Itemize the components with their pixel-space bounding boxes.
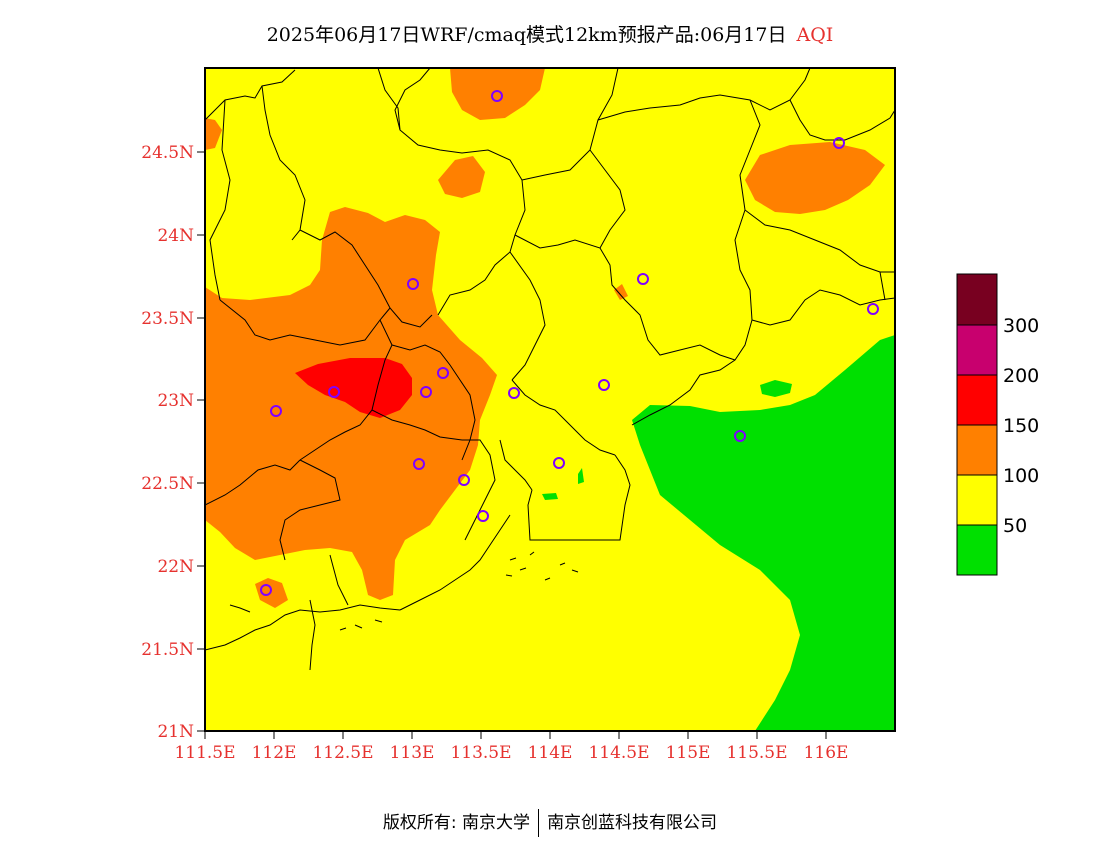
x-tick-label: 116E xyxy=(804,743,849,763)
station-marker[interactable] xyxy=(637,273,649,285)
x-tick-label: 113E xyxy=(390,743,435,763)
station-marker[interactable] xyxy=(270,405,282,417)
legend-label: 100 xyxy=(1003,465,1039,487)
x-tick-label: 112E xyxy=(252,743,297,763)
station-marker[interactable] xyxy=(260,584,272,596)
station-marker[interactable] xyxy=(867,303,879,315)
station-marker[interactable] xyxy=(458,474,470,486)
legend-swatch-150-200 xyxy=(956,374,998,426)
y-axis xyxy=(197,151,205,732)
legend-label: 50 xyxy=(1003,515,1027,537)
x-tick-label: 111.5E xyxy=(174,743,235,763)
station-marker[interactable] xyxy=(413,458,425,470)
legend-swatch-200-300 xyxy=(956,324,998,376)
y-tick-label: 23.5N xyxy=(141,309,194,329)
y-tick-label: 23N xyxy=(157,391,194,411)
sensitive-region-spot xyxy=(614,284,628,300)
station-marker[interactable] xyxy=(508,387,520,399)
y-tick-label: 21.5N xyxy=(141,640,194,660)
good-region-islet xyxy=(760,380,792,397)
legend-label: 300 xyxy=(1003,315,1039,337)
good-region-spot-2 xyxy=(578,468,584,484)
station-marker[interactable] xyxy=(437,367,449,379)
x-tick-label: 114E xyxy=(528,743,573,763)
station-marker[interactable] xyxy=(833,137,845,149)
sensitive-region-northeast xyxy=(745,142,885,214)
y-tick-label: 22.5N xyxy=(141,474,194,494)
station-marker[interactable] xyxy=(328,386,340,398)
station-marker[interactable] xyxy=(734,430,746,442)
copyright-footer: 版权所有: 南京大学 南京创蓝科技有限公司 xyxy=(0,808,1100,837)
footer-divider xyxy=(538,809,540,837)
legend-label: 150 xyxy=(1003,415,1039,437)
x-tick-label: 113.5E xyxy=(450,743,511,763)
legend-label: 200 xyxy=(1003,365,1039,387)
y-tick-label: 22N xyxy=(157,557,194,577)
unhealthy-region xyxy=(295,358,412,418)
aqi-field xyxy=(205,68,895,731)
legend-swatch-50-100 xyxy=(956,474,998,526)
islands xyxy=(229,551,579,631)
station-marker[interactable] xyxy=(477,510,489,522)
title-product-label: AQI xyxy=(796,24,834,46)
good-region-east xyxy=(632,335,895,731)
sensitive-region-corner xyxy=(205,118,222,150)
y-tick-labels: 24.5N 24N 23.5N 23N 22.5N 22N 21.5N 21N xyxy=(141,143,194,742)
station-marker[interactable] xyxy=(553,457,565,469)
legend-swatch-0-50 xyxy=(956,524,998,576)
station-marker[interactable] xyxy=(407,278,419,290)
good-region-spot xyxy=(542,493,558,500)
legend-swatch-100-150 xyxy=(956,424,998,476)
x-tick-label: 112.5E xyxy=(312,743,373,763)
station-marker[interactable] xyxy=(420,386,432,398)
sensitive-region-north xyxy=(450,68,545,120)
x-axis xyxy=(204,731,827,739)
station-markers xyxy=(260,90,879,596)
copyright-owner: 版权所有: 南京大学 xyxy=(382,813,531,833)
x-tick-label: 115E xyxy=(666,743,711,763)
boundaries xyxy=(205,68,895,671)
station-marker[interactable] xyxy=(598,379,610,391)
sensitive-region-north-2 xyxy=(438,156,485,198)
map-title: 2025年06月17日WRF/cmaq模式12km预报产品:06月17日 AQI xyxy=(0,20,1100,50)
x-tick-label: 114.5E xyxy=(588,743,649,763)
y-tick-label: 21N xyxy=(157,722,194,742)
title-text: 2025年06月17日WRF/cmaq模式12km预报产品:06月17日 xyxy=(266,24,787,46)
station-marker[interactable] xyxy=(491,90,503,102)
aqi-legend: 300 200 150 100 50 xyxy=(956,273,1039,576)
y-tick-label: 24N xyxy=(157,226,194,246)
x-tick-labels: 111.5E 112E 112.5E 113E 113.5E 114E 114.… xyxy=(174,743,848,763)
y-tick-label: 24.5N xyxy=(141,143,194,163)
legend-swatch-300-plus xyxy=(956,273,998,326)
copyright-company: 南京创蓝科技有限公司 xyxy=(547,813,718,833)
x-tick-label: 115.5E xyxy=(726,743,787,763)
